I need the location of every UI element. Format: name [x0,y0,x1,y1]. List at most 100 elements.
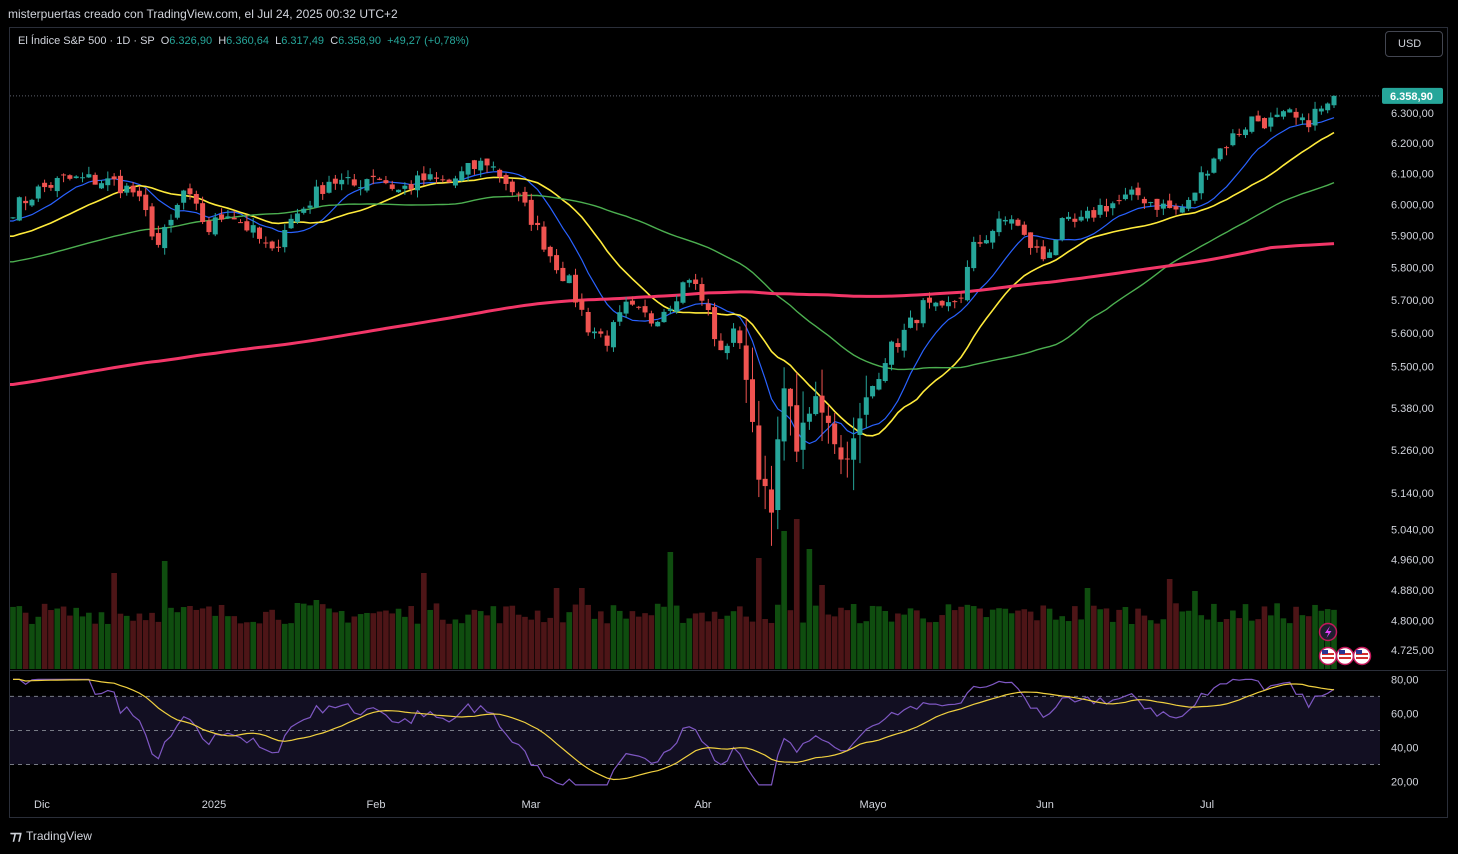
candle-body [851,438,857,460]
candle [459,166,465,182]
candle [1318,105,1324,115]
candle-body [67,175,73,179]
price-tick-label: 4.960,00 [1391,555,1434,567]
candle-body [857,418,863,435]
candle [351,173,357,187]
candle [1230,129,1236,147]
volume-bar [1305,616,1312,669]
candle-body [1224,147,1230,149]
candle [452,175,458,189]
brand-label: TradingView [25,829,92,843]
volume-bar [534,610,541,669]
candle-body [364,179,370,191]
candle-body [939,300,945,306]
candle [326,175,332,194]
candle-body [48,185,54,188]
volume-bar [1217,621,1224,669]
candle-body [610,322,616,348]
volume-bar [579,588,585,669]
candle [86,166,92,178]
rsi-tick-label: 20,00 [1391,776,1419,788]
candle-body [80,177,86,179]
volume-bars [10,519,1337,669]
volume-bar [774,604,781,669]
volume-bar [1078,619,1084,669]
volume-bar [1116,609,1122,669]
candle [1059,217,1065,242]
volume-bar [1173,603,1179,669]
volume-bar [60,606,67,669]
candle-body [731,328,737,343]
volume-bar [225,616,231,669]
candle [1135,182,1141,200]
candle-body [1198,172,1204,194]
volume-bar [288,623,294,669]
candle [926,292,932,309]
volume-bar [730,611,737,669]
tradingview-logo-icon: ⁊⁊ [10,828,22,843]
candle [693,273,699,290]
volume-bar [831,616,838,669]
candle [522,186,528,207]
candle [1078,210,1084,222]
candle [844,441,850,478]
candle-body [1318,108,1324,112]
candle-body [1306,120,1312,128]
candle [680,281,686,305]
chart-panel[interactable] [9,27,1448,818]
last-price-label: 6.358,90 [1390,91,1433,103]
volume-bar [1318,610,1325,669]
volume-bar [471,609,478,669]
volume-bar [642,613,648,669]
candle-body [838,447,844,460]
candle-body [130,185,136,193]
candle [415,170,421,198]
candle-body [1167,200,1173,209]
candle-body [686,280,692,283]
candle [554,249,560,274]
volume-bar [888,621,895,669]
candle [1211,157,1217,174]
candle [1129,186,1135,201]
candle-body [629,300,635,305]
candle-body [452,178,458,186]
volume-bar [667,552,674,669]
volume-bar [408,606,414,669]
volume-bar [1046,608,1053,669]
candle [497,168,503,183]
volume-bar [1160,619,1167,669]
candle-body [844,458,850,460]
candle-body [648,313,654,324]
volume-bar [604,623,610,669]
candle-body [933,302,939,307]
candle-body [250,225,256,233]
candle [219,208,225,223]
candle-body [819,395,825,413]
price-tick-label: 4.725,00 [1391,645,1434,657]
currency-button[interactable]: USD [1385,31,1443,57]
candle [1280,109,1286,120]
volume-bar [509,605,516,669]
candle [1091,207,1097,222]
candle [762,455,768,510]
volume-bar [123,615,130,669]
candle-body [971,241,977,269]
candle-body [983,240,989,244]
volume-bar [161,561,168,669]
volume-bar [951,610,958,669]
candle [629,296,635,306]
candle [174,203,180,220]
candle [1160,199,1166,216]
volume-bar [174,612,181,669]
candle [427,168,433,181]
candle-body [427,174,433,180]
candle-body [756,425,762,480]
candle-body [560,267,566,282]
volume-bar [376,611,383,669]
rsi-ma-line [13,678,1335,781]
candle-body [680,282,686,303]
candle-body [275,246,281,248]
volume-bar [718,618,724,669]
candle [977,234,983,248]
